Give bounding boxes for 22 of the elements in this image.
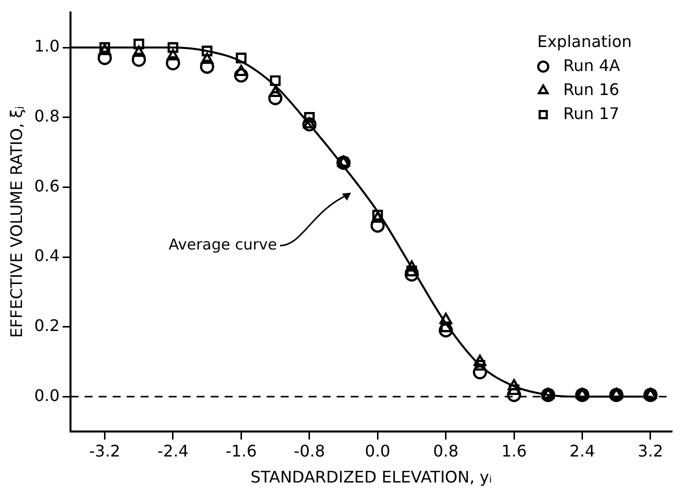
x-tick-label: 2.4: [570, 441, 595, 460]
x-axis-title: STANDARDIZED ELEVATION, yᵢ: [250, 468, 492, 487]
legend-title: Explanation: [537, 32, 632, 51]
legend-label: Run 4A: [563, 56, 620, 75]
x-tick-label: -3.2: [89, 441, 120, 460]
y-tick-label: 0.6: [34, 176, 60, 196]
x-tick-label: 0.8: [433, 441, 459, 460]
legend-label: Run 17: [563, 104, 620, 123]
legend-label: Run 16: [563, 80, 620, 99]
y-tick-label: 0.4: [34, 246, 60, 266]
annotation: Average curve: [168, 236, 277, 254]
y-tick-label: 0.2: [34, 316, 60, 336]
y-tick-label: 0.8: [34, 106, 60, 126]
x-tick-label: -0.8: [294, 441, 326, 460]
x-tick-label: -2.4: [157, 441, 189, 460]
x-tick-label: -1.6: [226, 441, 257, 460]
y-axis-title: EFFECTIVE VOLUME RATIO, ξⱼ: [6, 106, 26, 338]
y-tick-label: 0.0: [34, 386, 60, 405]
x-tick-label: 1.6: [501, 441, 527, 460]
x-tick-label: 3.2: [638, 441, 664, 460]
x-tick-label: 0.0: [364, 441, 390, 460]
y-tick-label: 1.0: [34, 36, 60, 56]
